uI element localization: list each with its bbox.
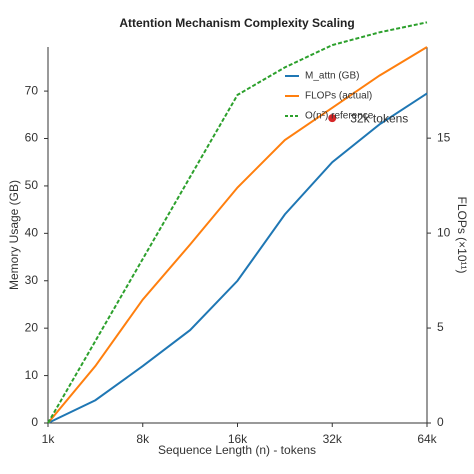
y-tick-label: 20 <box>25 320 39 334</box>
y-tick-label: 50 <box>25 178 39 192</box>
series-line <box>47 92 428 424</box>
x-tick-label: 32k <box>323 432 343 446</box>
y2-tick-label: 0 <box>437 415 444 429</box>
x-tick-label: 1k <box>42 432 56 446</box>
y2-tick-label: 15 <box>437 130 451 144</box>
x-axis-label: Sequence Length (n) - tokens <box>158 443 316 457</box>
y-axis-label: Memory Usage (GB) <box>7 180 21 290</box>
legend-label: FLOPs (actual) <box>305 91 372 102</box>
y2-axis-label: FLOPs (×10¹¹) <box>455 196 469 273</box>
series-line <box>47 46 428 424</box>
y-tick-label: 30 <box>25 273 39 287</box>
y-tick-label: 70 <box>25 83 39 97</box>
annotation-point <box>328 114 337 123</box>
y-tick-label: 10 <box>25 368 39 382</box>
x-tick-label: 64k <box>417 432 437 446</box>
legend-label: O(n²) reference <box>305 111 374 122</box>
y2-tick-label: 10 <box>437 225 451 239</box>
chart-title: Attention Mechanism Complexity Scaling <box>119 16 354 30</box>
series-line <box>47 21 428 424</box>
y-tick-label: 0 <box>31 415 38 429</box>
legend-label: M_attn (GB) <box>305 71 359 82</box>
annotation-label: 32k tokens <box>350 111 408 125</box>
y-tick-label: 40 <box>25 226 39 240</box>
x-tick-label: 16k <box>228 432 248 446</box>
y2-tick-label: 5 <box>437 320 444 334</box>
x-tick-label: 8k <box>136 432 150 446</box>
y-tick-label: 60 <box>25 131 39 145</box>
